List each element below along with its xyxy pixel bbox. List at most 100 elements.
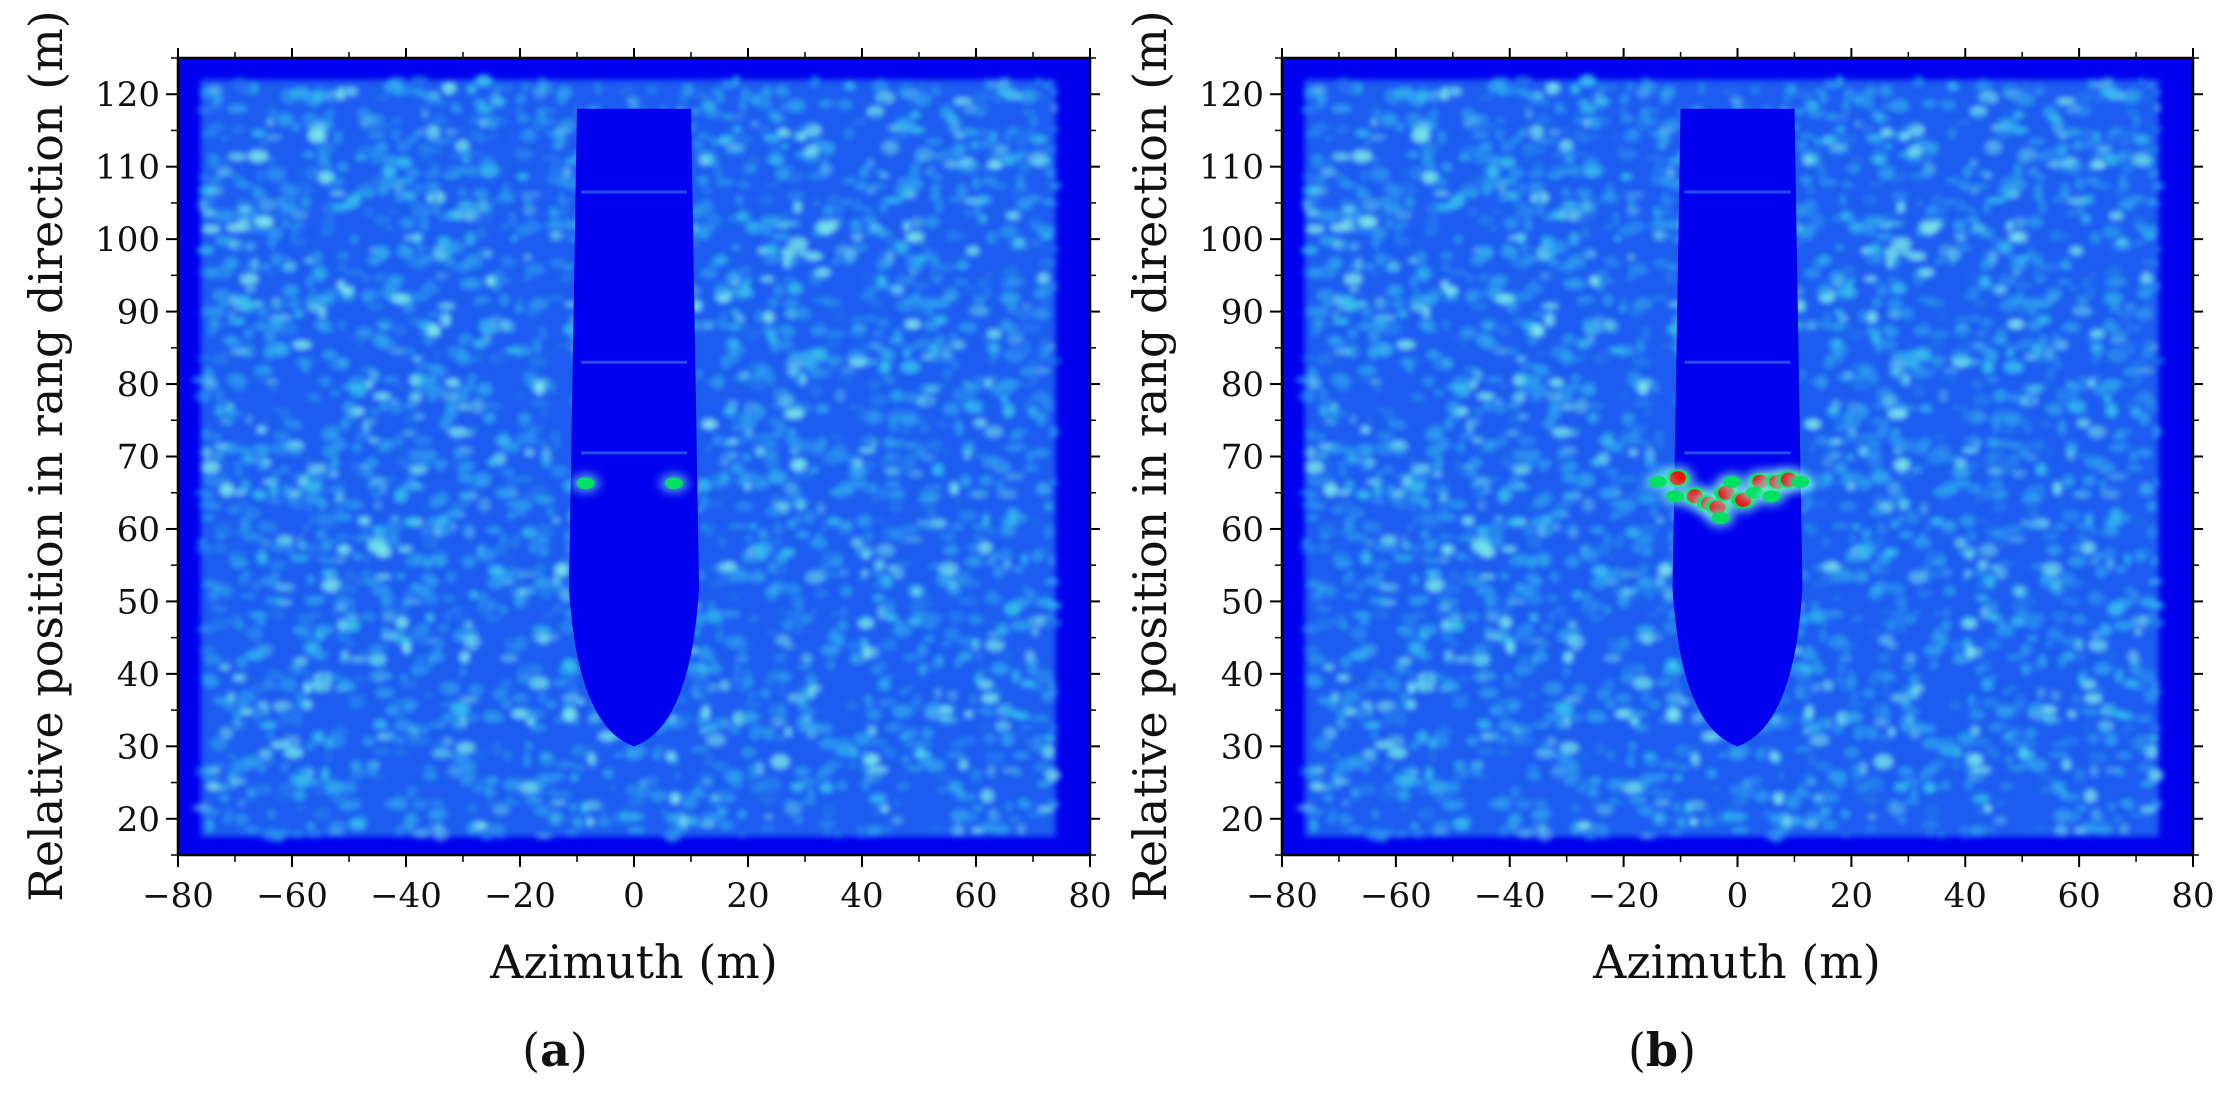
speckle-blob: [451, 103, 459, 111]
speckle-blob: [324, 289, 332, 299]
speckle-blob: [1655, 604, 1668, 612]
speckle-blob: [545, 701, 556, 709]
speckle-blob: [363, 420, 369, 433]
speckle-blob: [1501, 142, 1514, 152]
speckle-blob: [809, 609, 818, 615]
speckle-blob: [691, 109, 700, 115]
speckle-blob: [253, 445, 272, 453]
speckle-blob: [935, 655, 943, 667]
speckle-blob: [464, 636, 480, 649]
speckle-blob: [1010, 817, 1020, 822]
speckle-blob: [930, 86, 941, 97]
speckle-blob: [469, 714, 478, 721]
speckle-blob: [1606, 257, 1621, 268]
speckle-blob: [958, 128, 977, 136]
speckle-blob: [1896, 472, 1916, 479]
speckle-blob: [664, 830, 681, 842]
speckle-blob: [1344, 594, 1360, 599]
speckle-blob: [339, 263, 345, 271]
speckle-blob: [712, 785, 724, 794]
speckle-blob: [248, 150, 268, 162]
speckle-blob: [736, 315, 745, 322]
speckle-blob: [209, 86, 222, 94]
speckle-blob: [1416, 731, 1428, 743]
speckle-blob: [1670, 830, 1681, 836]
speckle-blob: [637, 745, 647, 757]
speckle-blob: [1021, 383, 1038, 387]
speckle-blob: [456, 128, 469, 133]
speckle-blob: [822, 150, 834, 158]
speckle-blob: [354, 676, 365, 681]
speckle-blob: [220, 795, 230, 802]
speckle-blob: [557, 219, 575, 230]
speckle-blob: [897, 193, 910, 200]
speckle-blob: [260, 522, 278, 533]
speckle-blob: [834, 553, 843, 567]
speckle-blob: [1442, 163, 1453, 172]
speckle-blob: [1494, 403, 1507, 414]
speckle-blob: [328, 829, 344, 836]
speckle-blob: [770, 117, 787, 122]
speckle-blob: [743, 165, 757, 173]
speckle-blob: [547, 812, 564, 826]
speckle-blob: [884, 580, 892, 588]
heatmap-plot-area: [178, 58, 1090, 855]
speckle-blob: [768, 470, 787, 484]
speckle-blob: [207, 307, 225, 318]
speckle-blob: [484, 711, 502, 723]
speckle-blob: [814, 200, 820, 205]
speckle-blob: [794, 201, 802, 213]
speckle-blob: [240, 480, 250, 492]
speckle-blob: [1588, 135, 1602, 139]
speckle-blob: [859, 412, 870, 422]
speckle-blob: [970, 772, 981, 783]
speckle-blob: [305, 742, 315, 750]
speckle-blob: [738, 815, 745, 820]
speckle-blob: [759, 194, 775, 205]
speckle-blob: [260, 539, 270, 546]
speckle-blob: [563, 659, 577, 668]
speckle-blob: [1007, 509, 1019, 520]
speckle-blob: [1497, 384, 1510, 390]
speckle-blob: [968, 615, 982, 624]
speckle-blob: [1363, 722, 1381, 728]
speckle-blob: [259, 749, 272, 759]
speckle-blob: [253, 582, 260, 589]
speckle-blob: [1017, 800, 1028, 808]
speckle-blob: [460, 652, 469, 663]
speckle-blob: [661, 810, 667, 816]
speckle-blob: [229, 375, 248, 386]
speckle-blob: [1862, 125, 1874, 134]
speckle-blob: [267, 729, 275, 740]
speckle-blob: [1324, 483, 1338, 497]
speckle-blob: [198, 197, 215, 207]
speckle-blob: [1656, 575, 1665, 586]
speckle-blob: [391, 118, 402, 122]
speckle-blob: [202, 809, 219, 816]
speckle-blob: [1894, 459, 1910, 471]
speckle-blob: [1508, 235, 1527, 240]
speckle-blob: [763, 134, 780, 142]
speckle-blob: [895, 272, 905, 285]
speckle-blob: [1050, 426, 1059, 438]
speckle-blob: [1810, 734, 1830, 746]
speckle-blob: [721, 472, 729, 485]
speckle-blob: [990, 815, 1003, 823]
speckle-blob: [985, 426, 1003, 437]
speckle-blob: [1342, 801, 1349, 806]
speckle-blob: [237, 656, 247, 668]
speckle-blob: [622, 804, 631, 809]
speckle-blob: [963, 383, 981, 390]
speckle-blob: [227, 409, 243, 418]
speckle-blob: [330, 470, 338, 478]
speckle-blob: [881, 173, 889, 178]
speckle-blob: [1316, 434, 1326, 439]
speckle-blob: [753, 405, 765, 418]
speckle-blob: [237, 527, 255, 537]
speckle-blob: [551, 466, 568, 478]
speckle-blob: [1049, 723, 1059, 732]
speckle-blob: [231, 349, 248, 355]
speckle-blob: [2089, 231, 2101, 244]
speckle-blob: [943, 472, 949, 485]
speckle-blob: [746, 277, 753, 281]
